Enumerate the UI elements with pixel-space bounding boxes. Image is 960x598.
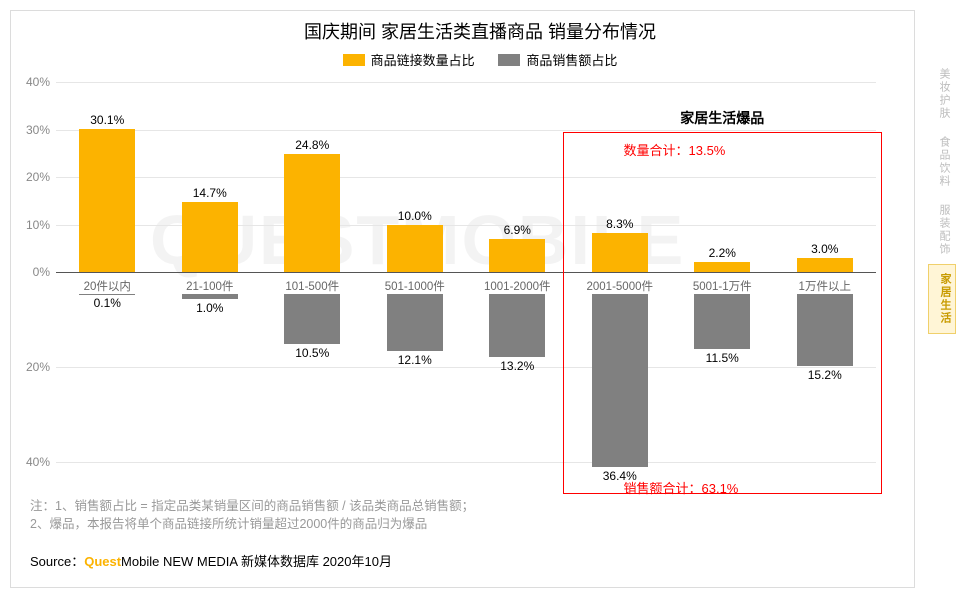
bar-value-label: 10.5% [295, 346, 329, 360]
highlight-title: 家居生活爆品 [680, 108, 764, 128]
side-tab[interactable]: 家居生活 [928, 264, 956, 334]
bar-series2: 1.0% [182, 294, 238, 299]
chart-area: 40%30%20%10%0%20%40%20件以内30.1%0.1%21-100… [56, 82, 876, 462]
side-tab[interactable]: 食品饮料 [928, 128, 954, 196]
bar-series2: 13.2% [489, 294, 545, 357]
bar-value-label: 1.0% [196, 301, 223, 315]
legend-item-1: 商品链接数量占比 [343, 50, 475, 69]
bar-series1: 6.9% [489, 239, 545, 272]
side-tabs: 美妆护肤食品饮料服装配饰家居生活 [928, 60, 956, 334]
bar-value-label: 13.2% [500, 359, 534, 373]
bar-series2: 12.1% [387, 294, 443, 351]
chart-title: 国庆期间 家居生活类直播商品 销量分布情况 [0, 18, 960, 44]
category-label: 20件以内 [56, 278, 159, 294]
highlight-note-top: 数量合计：13.5% [624, 140, 726, 159]
bar-series1: 14.7% [182, 202, 238, 272]
category-label: 501-1000件 [364, 278, 467, 294]
bar-value-label: 24.8% [295, 138, 329, 152]
bar-value-label: 0.1% [94, 296, 121, 310]
legend-item-2: 商品销售额占比 [498, 50, 617, 69]
bar-value-label: 30.1% [90, 113, 124, 127]
y-tick-label: 40% [14, 75, 50, 89]
bar-value-label: 6.9% [504, 223, 531, 237]
y-tick-label: 40% [14, 455, 50, 469]
y-tick-label: 0% [14, 265, 50, 279]
legend: 商品链接数量占比 商品销售额占比 [0, 50, 960, 69]
bar-value-label: 14.7% [193, 186, 227, 200]
footnote-line-2: 2、爆品，本报告将单个商品链接所统计销量超过2000件的商品归为爆品 [30, 515, 474, 534]
gridline [56, 130, 876, 131]
category-label: 21-100件 [159, 278, 262, 294]
source-brand2: Mobile [121, 554, 159, 569]
legend-swatch-1 [343, 54, 365, 66]
category-label: 1001-2000件 [466, 278, 569, 294]
highlight-note-bottom: 销售额合计：63.1% [624, 478, 739, 497]
y-tick-label: 30% [14, 123, 50, 137]
category-label: 101-500件 [261, 278, 364, 294]
source-brand1: Quest [84, 554, 121, 569]
bar-series1: 30.1% [79, 129, 135, 272]
legend-label-2: 商品销售额占比 [526, 50, 617, 69]
y-tick-label: 20% [14, 170, 50, 184]
footnote: 注：1、销售额占比 = 指定品类某销量区间的商品销售额 / 该品类商品总销售额；… [30, 497, 474, 535]
bar-value-label: 10.0% [398, 209, 432, 223]
gridline [56, 82, 876, 83]
bar-series1: 24.8% [284, 154, 340, 272]
side-tab[interactable]: 美妆护肤 [928, 60, 954, 128]
side-tab[interactable]: 服装配饰 [928, 196, 954, 264]
source-rest: NEW MEDIA 新媒体数据库 2020年10月 [159, 554, 392, 569]
bar-series1: 10.0% [387, 225, 443, 273]
source-prefix: Source： [30, 554, 84, 569]
legend-label-1: 商品链接数量占比 [371, 50, 475, 69]
highlight-box [563, 132, 883, 495]
y-tick-label: 20% [14, 360, 50, 374]
source-line: Source：QuestMobile NEW MEDIA 新媒体数据库 2020… [30, 551, 392, 570]
bar-value-label: 12.1% [398, 353, 432, 367]
footnote-line-1: 注：1、销售额占比 = 指定品类某销量区间的商品销售额 / 该品类商品总销售额； [30, 497, 474, 516]
y-tick-label: 10% [14, 218, 50, 232]
plot-area: 40%30%20%10%0%20%40%20件以内30.1%0.1%21-100… [56, 82, 876, 462]
legend-swatch-2 [498, 54, 520, 66]
bar-series2: 10.5% [284, 294, 340, 344]
